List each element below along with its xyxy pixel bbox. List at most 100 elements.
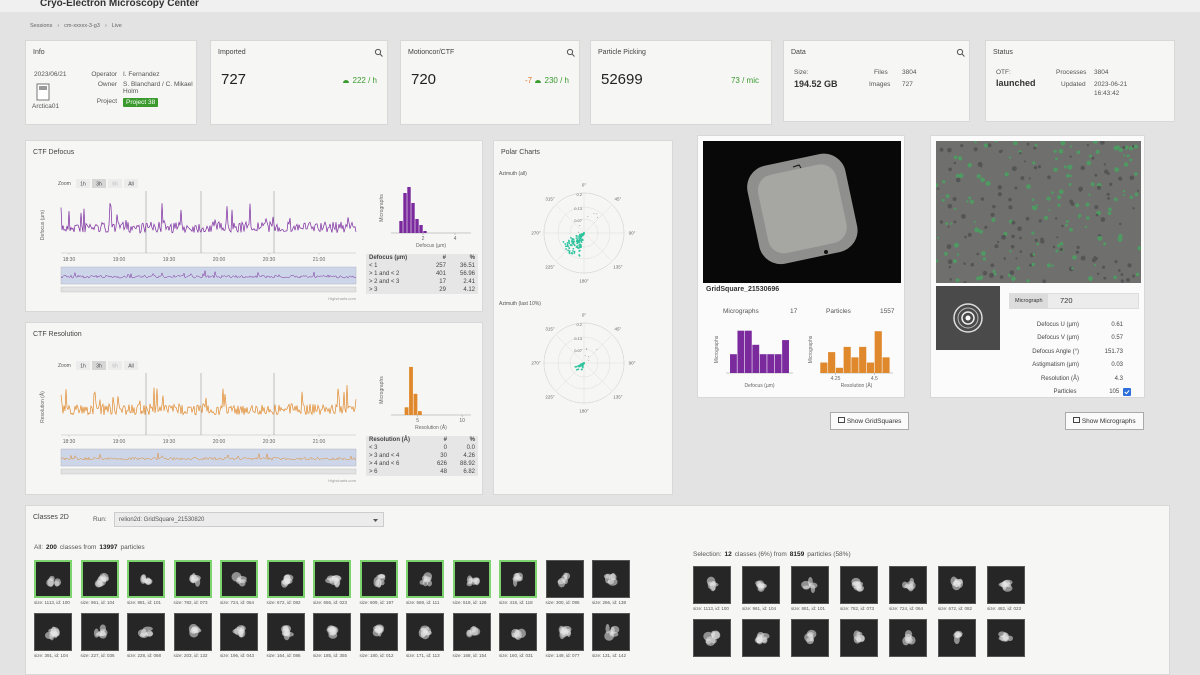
class-thumbnail[interactable] bbox=[987, 619, 1025, 657]
class-thumbnail[interactable] bbox=[127, 560, 165, 598]
class-thumbnail[interactable] bbox=[889, 566, 927, 604]
zoom-icon[interactable] bbox=[956, 48, 965, 57]
zoom-button[interactable] bbox=[92, 361, 106, 370]
class-thumbnail[interactable] bbox=[34, 560, 72, 598]
blob bbox=[902, 581, 908, 589]
class-thumbnail[interactable] bbox=[693, 566, 731, 604]
texture bbox=[1069, 199, 1074, 204]
angle-grid bbox=[583, 362, 613, 392]
field-value: 0.57 bbox=[1111, 335, 1123, 342]
class-thumbnail[interactable] bbox=[173, 613, 212, 651]
texture bbox=[955, 278, 960, 283]
class-thumbnail[interactable] bbox=[840, 566, 878, 604]
class-thumbnail[interactable] bbox=[791, 619, 829, 657]
class-thumbnail[interactable] bbox=[220, 613, 258, 651]
summary-part: Selection: bbox=[693, 551, 722, 558]
breadcrumb[interactable]: Live bbox=[111, 23, 122, 29]
class-thumbnail[interactable] bbox=[80, 613, 119, 651]
class-thumbnail[interactable] bbox=[938, 566, 976, 604]
picking-rate: 73 / mic bbox=[730, 76, 759, 85]
class-thumbnail[interactable] bbox=[987, 566, 1025, 604]
class-thumbnail[interactable] bbox=[220, 560, 258, 598]
class-thumbnail[interactable] bbox=[592, 613, 630, 651]
texture bbox=[1007, 273, 1012, 277]
class-thumbnail[interactable] bbox=[406, 560, 444, 598]
texture bbox=[937, 236, 940, 239]
class-thumbnail[interactable] bbox=[499, 560, 537, 598]
class-thumbnail[interactable] bbox=[359, 560, 398, 598]
class-thumbnail[interactable] bbox=[359, 613, 398, 651]
texture bbox=[966, 200, 969, 203]
texture bbox=[955, 177, 961, 183]
texture bbox=[1122, 190, 1126, 193]
imported-card: Imported 727 222 / h bbox=[210, 40, 388, 125]
texture bbox=[945, 222, 949, 226]
zoom-button[interactable] bbox=[92, 179, 106, 188]
run-select[interactable]: relion2d: GridSquare_21530820 bbox=[114, 512, 384, 527]
class-thumbnail[interactable] bbox=[791, 566, 829, 604]
class-thumbnail[interactable] bbox=[266, 613, 305, 651]
class-thumbnail[interactable] bbox=[406, 613, 444, 651]
texture bbox=[1120, 273, 1124, 277]
zoom-button[interactable] bbox=[108, 179, 122, 188]
zoom-button[interactable] bbox=[76, 361, 90, 370]
class-image bbox=[841, 567, 877, 603]
class-thumbnail[interactable] bbox=[545, 560, 584, 598]
show-gridsquares-button[interactable]: Show GridSquares bbox=[830, 412, 910, 430]
texture bbox=[1036, 204, 1039, 207]
blob bbox=[97, 575, 103, 583]
class-image bbox=[315, 562, 351, 598]
size: 194.52 GB bbox=[794, 79, 838, 89]
class-thumbnail[interactable] bbox=[173, 560, 212, 598]
class-thumbnail[interactable] bbox=[592, 560, 630, 598]
point bbox=[573, 240, 576, 243]
zoom-button[interactable] bbox=[76, 179, 90, 188]
class-thumbnail[interactable] bbox=[742, 619, 780, 657]
polar-panel: Polar Charts Azimuth (all) 0.07 0.13 0.2 0° 4… bbox=[493, 140, 673, 495]
class-thumbnail[interactable] bbox=[693, 619, 731, 657]
texture bbox=[1051, 264, 1054, 267]
cell: < 1 bbox=[369, 263, 378, 269]
zoom-button[interactable] bbox=[124, 179, 138, 188]
bar bbox=[835, 367, 843, 373]
breadcrumb[interactable]: cm-xxxxx-3-g3 bbox=[64, 23, 100, 29]
cell: > 4 and < 6 bbox=[369, 461, 400, 467]
class-thumbnail[interactable] bbox=[545, 613, 584, 651]
class-thumbnail[interactable] bbox=[742, 566, 780, 604]
field-row: Resolution (Å) 4.3 bbox=[991, 372, 1131, 386]
breadcrumb[interactable]: Sessions bbox=[30, 23, 53, 29]
bar bbox=[399, 221, 403, 233]
summary-part: All: bbox=[34, 544, 44, 551]
class-thumbnail[interactable] bbox=[499, 613, 537, 651]
texture bbox=[945, 194, 950, 199]
zoom-button[interactable] bbox=[108, 361, 122, 370]
class-thumbnail[interactable] bbox=[938, 619, 976, 657]
class-thumbnail[interactable] bbox=[313, 560, 351, 598]
cell: < 3 bbox=[369, 445, 378, 451]
angle-tick-label: 45° bbox=[615, 327, 622, 332]
class-thumbnail[interactable] bbox=[80, 560, 119, 598]
cell: > 3 bbox=[369, 287, 378, 293]
blob bbox=[472, 577, 480, 585]
micrograph-panel: Micrograph 720 Defocus U (µm) 0.61 Defocus… bbox=[930, 135, 1145, 398]
class-thumbnail[interactable] bbox=[889, 619, 927, 657]
class-thumbnail[interactable] bbox=[266, 560, 305, 598]
class-thumbnail[interactable] bbox=[840, 619, 878, 657]
point bbox=[577, 237, 579, 239]
zoom-button[interactable] bbox=[124, 361, 138, 370]
class-image bbox=[36, 562, 72, 598]
class-thumbnail[interactable] bbox=[452, 560, 491, 598]
class-image bbox=[988, 620, 1024, 656]
checkbox[interactable] bbox=[1123, 388, 1131, 397]
class-thumbnail[interactable] bbox=[452, 613, 491, 651]
zoom-icon[interactable] bbox=[566, 48, 575, 57]
class-thumbnail[interactable] bbox=[313, 613, 351, 651]
class-thumbnail[interactable] bbox=[127, 613, 165, 651]
texture bbox=[1129, 195, 1133, 200]
class-thumbnail[interactable] bbox=[34, 613, 72, 651]
micrograph-selector[interactable]: Micrograph 720 bbox=[1009, 293, 1139, 309]
zoom-icon[interactable] bbox=[374, 48, 383, 57]
show-micrographs-button[interactable]: Show Micrographs bbox=[1065, 412, 1144, 430]
x-tick-label: 4.5 bbox=[871, 376, 878, 382]
credit: Highcharts.com bbox=[328, 296, 356, 301]
